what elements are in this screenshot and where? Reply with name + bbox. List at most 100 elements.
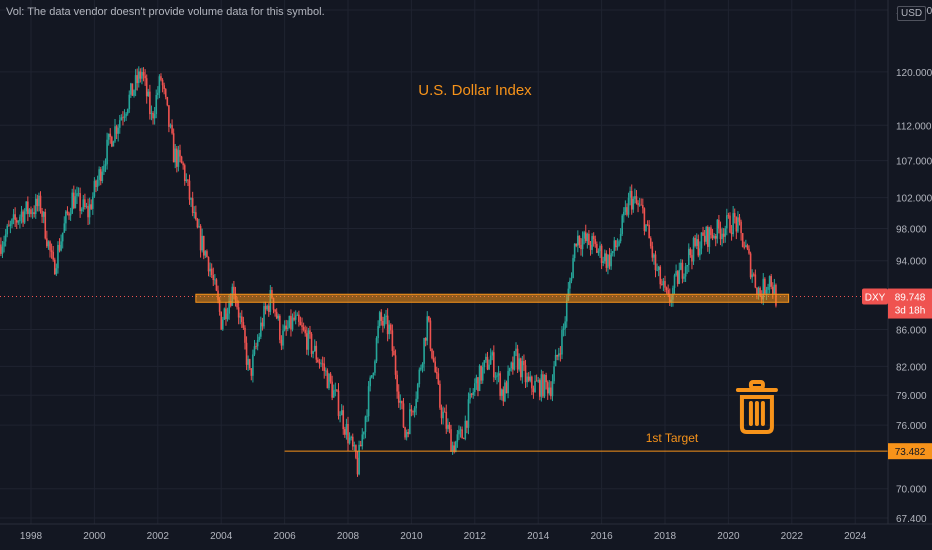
candle [212,267,215,287]
candle-body [418,369,421,385]
candle-body [642,205,644,209]
candle-body [512,362,514,370]
candle [632,196,635,213]
candle [737,211,739,233]
candle [256,334,259,351]
candle [106,132,108,170]
candle-body [532,388,535,393]
support-band[interactable] [195,293,790,303]
candle [117,124,119,142]
candle-body [131,83,134,96]
candle [608,247,611,270]
candle [749,251,752,280]
candle-body [47,241,50,247]
currency-badge[interactable]: USD [897,6,927,21]
candle-body [106,139,108,165]
candle-body [559,353,562,355]
candle [31,208,34,219]
candle [388,320,391,340]
price-axis[interactable]: 67.400 70.000 76.000 79.000 82.000 86.000 94.0… [862,6,932,525]
candle-body [389,324,392,331]
candle [507,365,509,399]
price-tick-label: 82.000 [896,362,927,373]
candle-body [697,239,700,256]
time-axis[interactable]: 1998 2000 2002 2004 2006 2008 2010 2012 2014 2016… [20,531,867,542]
candle-body [332,390,335,398]
candle-body [516,348,519,370]
candle-body [627,197,630,215]
candle [264,301,267,315]
candle-body [144,75,146,79]
candle [537,376,539,383]
candle-body [545,374,547,383]
candle-body [637,203,639,206]
candle [195,205,197,221]
candle [157,86,159,100]
candle-body [215,279,218,291]
candle [57,241,59,274]
candle [708,226,711,254]
candle-body [169,124,172,127]
candle [301,317,303,334]
candle [76,186,78,204]
candle-body [741,233,744,247]
candle [421,362,424,373]
candle [599,241,601,258]
candle-body [196,219,199,228]
candle [23,208,26,225]
candle [727,212,730,219]
candle [580,238,582,256]
candle [323,357,326,379]
candle-body [226,313,229,320]
candle-body [126,109,129,114]
candle-body [202,235,205,256]
candle-body [405,431,408,438]
candle [656,263,658,272]
candle-body [225,308,227,320]
price-tick-label: 67.400 [896,514,927,525]
candle-body [733,213,736,218]
candle [673,273,676,295]
candle [491,350,494,361]
last-price-tag[interactable] [888,288,932,319]
candle [581,231,584,257]
candle-body [210,268,213,276]
candle [424,337,427,347]
candle-body [36,198,39,207]
candle-body [538,380,541,397]
candle [638,197,641,207]
candle-body [247,359,249,365]
candle-body [312,351,314,354]
candle-body [716,219,719,239]
candle-body [599,245,601,252]
candle-body [703,235,706,242]
candle [716,218,719,244]
candle [220,311,222,331]
candle-body [46,238,48,247]
candle-body [432,358,435,362]
candle [286,320,289,332]
candle [290,309,292,337]
candle-body [128,94,131,110]
candle [754,269,757,289]
candle [538,378,541,401]
candle [653,253,655,265]
candle [706,225,709,252]
candle [104,158,107,173]
candle [153,107,156,125]
candle [437,368,440,386]
candle [9,220,12,234]
candle-body [318,362,321,364]
candle [464,415,467,441]
candle [363,431,365,440]
candle [332,384,335,398]
candle [291,313,294,332]
candle-body [678,269,681,284]
candle [74,189,77,209]
candle-body [17,221,20,223]
candle-body [664,281,666,288]
symbol-tag[interactable] [862,288,888,305]
candle [66,206,69,216]
trash-can-icon[interactable] [735,380,778,435]
